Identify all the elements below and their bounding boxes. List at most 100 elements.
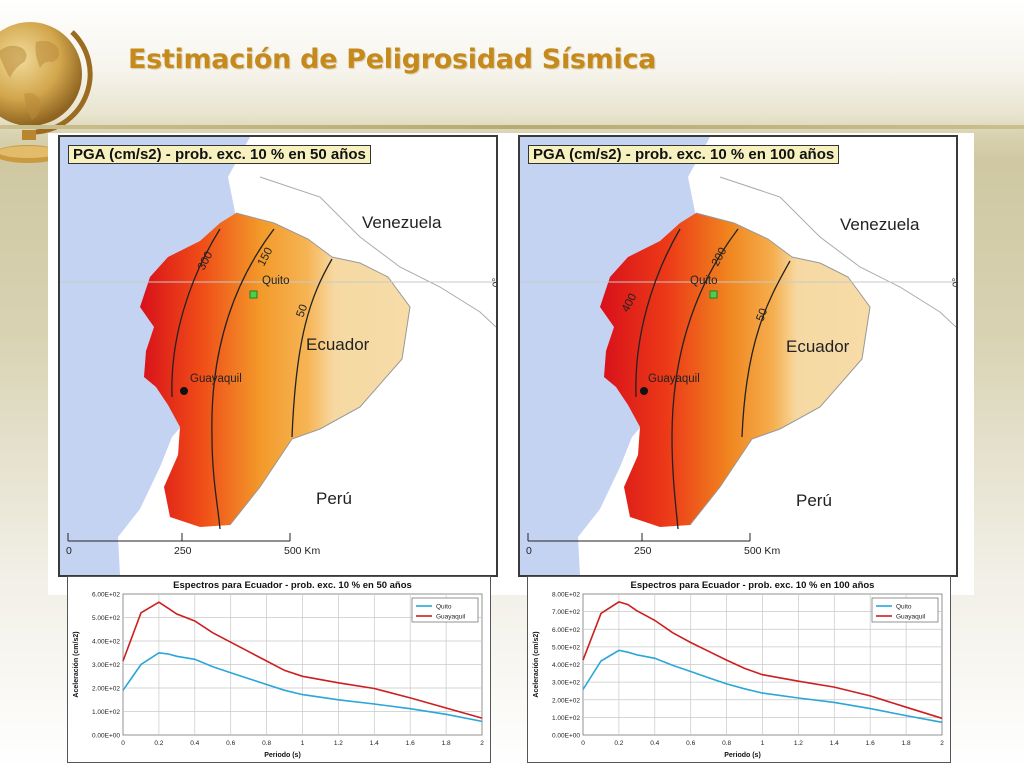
x-tick-label: 0.2 [614,740,623,747]
contour-line [741,260,791,438]
x-tick-label: 1.8 [902,740,911,747]
x-tick-label: 0.8 [262,740,271,747]
title-divider [0,125,1024,129]
scale-label: 0 [66,545,72,557]
contour-line [171,228,221,398]
hazard-zone [140,213,410,527]
y-tick-label: 2.00E+02 [552,697,580,704]
spectrum-chart-50-years: Espectros para Ecuador - prob. exc. 10 %… [67,576,491,763]
latitude-label: 0° [951,277,958,288]
city-label-quito: Quito [690,275,718,287]
x-axis-label: Periodo (s) [724,752,761,759]
y-axis-label: Aceleración (cm/s2) [73,631,80,697]
x-tick-label: 0.8 [722,740,731,747]
contour-line [671,228,739,530]
y-tick-label: 1.00E+02 [92,709,120,716]
chart-title: Espectros para Ecuador - prob. exc. 10 %… [173,580,412,591]
quito-marker [709,290,718,299]
series-line-quito [122,651,483,723]
legend-box [411,597,479,623]
y-tick-label: 5.00E+02 [552,644,580,651]
legend-box [871,597,939,623]
scale-label: 250 [174,545,192,557]
map-title: PGA (cm/s2) - prob. exc. 10 % en 50 años [68,145,371,164]
y-tick-label: 3.00E+02 [552,680,580,687]
x-tick-label: 1 [301,740,305,747]
country-label-ecuador: Ecuador [786,337,850,356]
y-tick-label: 6.00E+02 [92,592,120,599]
country-label-venezuela: Venezuela [840,215,920,234]
guayaquil-marker [180,387,188,395]
country-border [229,212,411,526]
city-label-quito: Quito [262,275,290,287]
x-tick-label: 2 [480,740,484,747]
x-tick-label: 0.4 [190,740,199,747]
y-tick-label: 0.00E+00 [552,733,580,740]
hazard-map-100-years: PGA (cm/s2) - prob. exc. 10 % en 100 año… [518,135,958,577]
country-border [259,176,496,328]
scale-label: 500 Km [744,545,781,557]
y-tick-label: 4.00E+02 [92,639,120,646]
x-tick-label: 0.4 [650,740,659,747]
x-tick-label: 1.2 [334,740,343,747]
y-tick-label: 8.00E+02 [552,592,580,599]
country-border [719,176,956,328]
y-axis-label: Aceleración (cm/s2) [533,631,540,697]
x-tick-label: 1.8 [442,740,451,747]
x-tick-label: 1.6 [406,740,415,747]
x-tick-label: 0.2 [154,740,163,747]
contour-line [291,258,333,438]
city-label-guayaquil: Guayaquil [648,373,700,385]
country-label-venezuela: Venezuela [362,213,442,232]
map-graphic [520,137,956,575]
hazard-zone [600,213,870,527]
x-tick-label: 1.4 [370,740,379,747]
legend-label: Quito [896,604,912,611]
country-label-peru: Perú [796,491,832,510]
x-axis-label: Periodo (s) [264,752,301,759]
country-label-peru: Perú [316,489,352,508]
globe-icon [0,22,93,163]
y-tick-label: 4.00E+02 [552,662,580,669]
contour-line [635,228,681,398]
y-tick-label: 6.00E+02 [552,627,580,634]
x-tick-label: 0.6 [226,740,235,747]
contour-line [211,228,275,530]
y-tick-label: 2.00E+02 [92,686,120,693]
y-tick-label: 3.00E+02 [92,662,120,669]
legend-label: Quito [436,604,452,611]
x-tick-label: 1.4 [830,740,839,747]
y-tick-label: 5.00E+02 [92,615,120,622]
x-tick-label: 1.6 [866,740,875,747]
x-tick-label: 1 [761,740,765,747]
quito-marker [249,290,258,299]
chart-canvas: Espectros para Ecuador - prob. exc. 10 %… [533,580,944,759]
legend-label: Guayaquil [436,614,466,621]
scale-bar [67,533,291,542]
guayaquil-marker [640,387,648,395]
chart-canvas: Espectros para Ecuador - prob. exc. 10 %… [73,580,484,759]
y-tick-label: 7.00E+02 [552,609,580,616]
city-label-guayaquil: Guayaquil [190,373,242,385]
spectrum-chart-100-years: Espectros para Ecuador - prob. exc. 10 %… [527,576,951,763]
latitude-label: 0° [491,277,498,288]
scale-bar [527,533,751,542]
x-tick-label: 1.2 [794,740,803,747]
slide-title: Estimación de Peligrosidad Sísmica [128,44,657,75]
country-label-ecuador: Ecuador [306,335,370,354]
legend-label: Guayaquil [896,614,926,621]
y-tick-label: 0.00E+00 [92,733,120,740]
x-tick-label: 2 [940,740,944,747]
scale-label: 250 [634,545,652,557]
scale-label: 0 [526,545,532,557]
country-border [689,212,871,526]
hazard-map-50-years: PGA (cm/s2) - prob. exc. 10 % en 50 años… [58,135,498,577]
map-graphic [60,137,496,575]
series-line-guayaquil [122,601,483,719]
x-tick-label: 0 [121,740,125,747]
y-tick-label: 1.00E+02 [552,715,580,722]
series-line-quito [582,649,943,724]
scale-label: 500 Km [284,545,321,557]
chart-title: Espectros para Ecuador - prob. exc. 10 %… [631,580,875,591]
series-line-guayaquil [582,601,943,720]
